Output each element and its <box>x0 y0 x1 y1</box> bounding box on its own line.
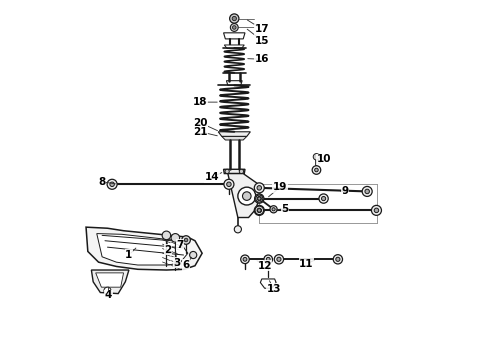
Text: 10: 10 <box>317 154 331 164</box>
Text: 1: 1 <box>125 250 132 260</box>
Polygon shape <box>218 132 250 136</box>
Circle shape <box>272 208 275 211</box>
Text: 8: 8 <box>98 177 106 187</box>
Text: 16: 16 <box>255 54 270 64</box>
Circle shape <box>255 206 264 215</box>
Circle shape <box>333 255 343 264</box>
Text: 14: 14 <box>205 172 220 182</box>
Circle shape <box>232 17 237 21</box>
Circle shape <box>110 182 114 186</box>
Circle shape <box>104 287 111 294</box>
Circle shape <box>362 186 372 197</box>
Text: 21: 21 <box>193 127 208 137</box>
Circle shape <box>258 197 261 200</box>
Polygon shape <box>223 169 245 174</box>
Circle shape <box>184 238 188 242</box>
Text: 3: 3 <box>173 258 181 268</box>
Circle shape <box>270 206 277 213</box>
Circle shape <box>171 234 180 242</box>
Text: 12: 12 <box>257 261 272 271</box>
Text: 18: 18 <box>193 97 208 107</box>
Circle shape <box>254 205 264 215</box>
Circle shape <box>312 166 321 174</box>
Circle shape <box>264 255 272 264</box>
Circle shape <box>232 26 236 29</box>
Polygon shape <box>222 136 247 140</box>
Circle shape <box>277 257 281 261</box>
Circle shape <box>321 197 326 201</box>
Circle shape <box>313 154 319 160</box>
Polygon shape <box>224 45 245 49</box>
Circle shape <box>257 186 262 190</box>
Circle shape <box>225 169 229 174</box>
Circle shape <box>230 23 238 31</box>
Circle shape <box>319 194 328 203</box>
Circle shape <box>365 189 369 194</box>
Circle shape <box>256 195 263 202</box>
Circle shape <box>239 169 244 174</box>
Circle shape <box>227 182 231 186</box>
Circle shape <box>107 179 117 189</box>
Circle shape <box>224 179 234 189</box>
Text: 9: 9 <box>342 186 348 197</box>
Polygon shape <box>260 279 276 288</box>
Polygon shape <box>223 33 245 39</box>
Circle shape <box>336 257 340 261</box>
Circle shape <box>255 194 264 203</box>
Text: 6: 6 <box>182 260 190 270</box>
Text: 17: 17 <box>255 24 270 34</box>
Text: 19: 19 <box>273 182 287 192</box>
Polygon shape <box>92 270 129 294</box>
Text: 2: 2 <box>165 245 172 255</box>
Circle shape <box>182 236 190 244</box>
Circle shape <box>257 208 262 213</box>
Circle shape <box>257 197 261 201</box>
Circle shape <box>230 14 239 23</box>
Circle shape <box>243 192 251 201</box>
Circle shape <box>234 226 242 233</box>
Circle shape <box>266 257 270 261</box>
Circle shape <box>274 255 284 264</box>
Polygon shape <box>226 81 242 85</box>
Circle shape <box>374 208 379 213</box>
Text: 4: 4 <box>105 290 112 300</box>
Circle shape <box>238 187 256 205</box>
Circle shape <box>371 205 381 215</box>
Circle shape <box>258 208 261 212</box>
Polygon shape <box>228 174 260 217</box>
Circle shape <box>243 257 247 261</box>
Text: 13: 13 <box>267 284 281 294</box>
Polygon shape <box>97 234 188 265</box>
Circle shape <box>254 183 264 193</box>
Text: 15: 15 <box>255 36 270 46</box>
Polygon shape <box>86 227 202 270</box>
Text: 20: 20 <box>193 118 208 128</box>
Circle shape <box>162 231 171 240</box>
Circle shape <box>241 255 249 264</box>
Text: 5: 5 <box>281 203 289 213</box>
Circle shape <box>190 251 197 258</box>
Text: 11: 11 <box>299 259 314 269</box>
Polygon shape <box>96 273 123 287</box>
Circle shape <box>315 168 318 172</box>
Text: 7: 7 <box>176 240 184 250</box>
